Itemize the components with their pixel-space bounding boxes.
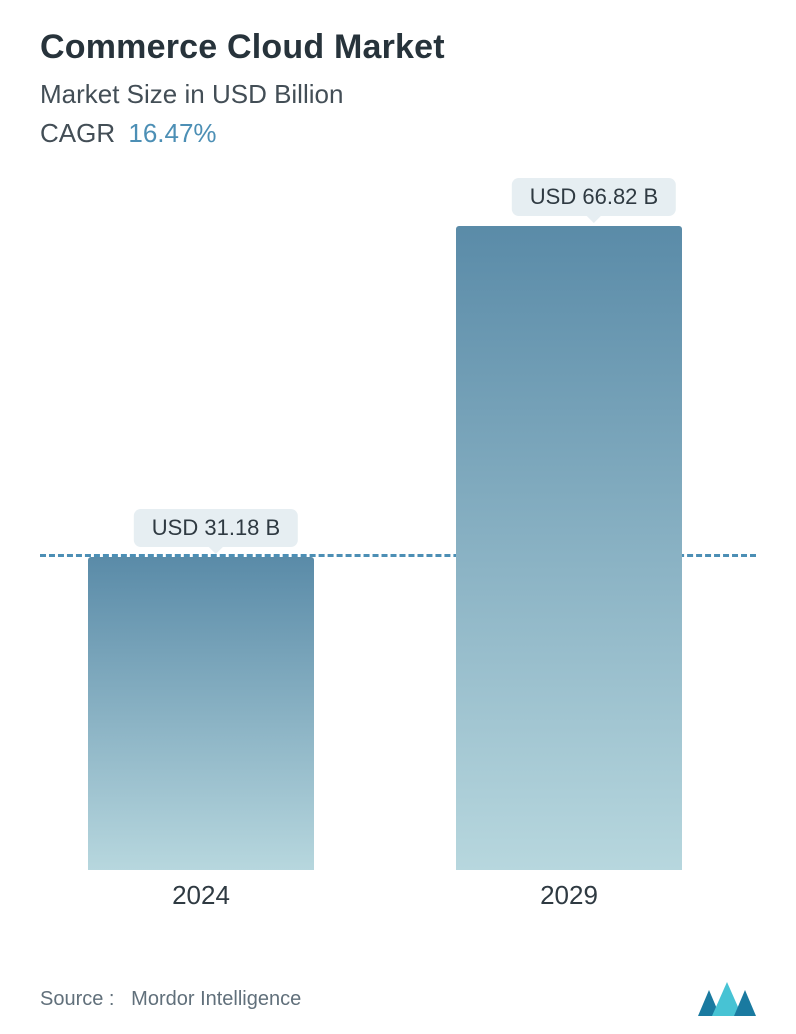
value-label-2029: USD 66.82 B — [512, 178, 676, 216]
x-axis-labels: 2024 2029 — [40, 870, 756, 910]
bar-2029 — [456, 226, 682, 870]
cagr-value: 16.47% — [128, 118, 216, 148]
source-text: Source : Mordor Intelligence — [40, 988, 301, 1011]
value-label-2024: USD 31.18 B — [134, 509, 298, 547]
chart-region: USD 31.18 BUSD 66.82 B 2024 2029 — [40, 200, 756, 910]
chart-subtitle: Market Size in USD Billion — [40, 79, 756, 110]
x-label-2029: 2029 — [540, 880, 598, 911]
cagr-label: CAGR — [40, 118, 115, 148]
logo-icon — [698, 982, 756, 1016]
source-label: Source : — [40, 988, 114, 1010]
brand-logo — [698, 982, 756, 1016]
x-label-2024: 2024 — [172, 880, 230, 911]
footer: Source : Mordor Intelligence — [40, 982, 756, 1016]
cagr-row: CAGR 16.47% — [40, 118, 756, 149]
bar-2024 — [88, 557, 314, 870]
source-value: Mordor Intelligence — [131, 988, 301, 1010]
plot-area: USD 31.18 BUSD 66.82 B — [40, 200, 756, 870]
chart-title: Commerce Cloud Market — [40, 28, 756, 67]
